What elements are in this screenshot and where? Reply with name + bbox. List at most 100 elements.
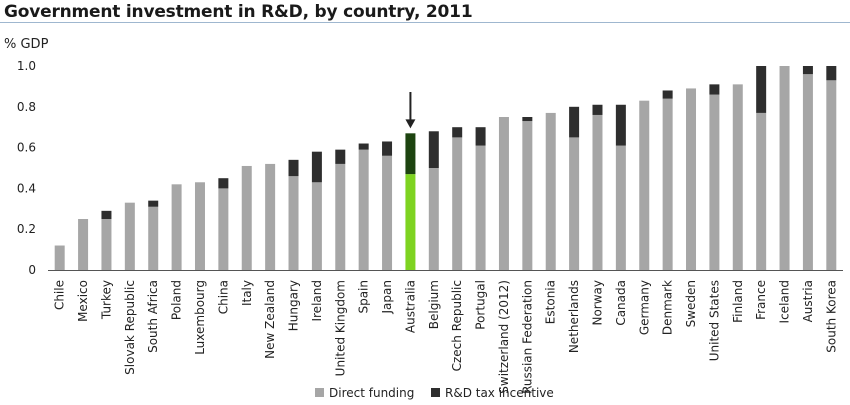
x-tick-label: Austria — [801, 280, 815, 322]
bar-turkey — [101, 210, 112, 270]
bar-segment-rd-tax-incentive — [475, 127, 486, 146]
bar-segment-direct-funding — [311, 182, 322, 270]
x-tick-label: Norway — [590, 280, 604, 326]
bar-australia — [405, 133, 416, 270]
x-tick-label: Sweden — [684, 280, 698, 327]
bar-segment-direct-funding — [686, 88, 697, 270]
x-tick-label: Iceland — [778, 280, 792, 323]
x-tick-label: Estonia — [544, 280, 558, 324]
bar-segment-direct-funding — [662, 98, 673, 270]
bar-segment-direct-funding — [265, 163, 276, 270]
bar-china — [218, 178, 229, 270]
bar-italy — [241, 165, 252, 270]
bar-sweden — [686, 88, 697, 270]
x-tick-label: Germany — [637, 280, 651, 335]
bar-segment-direct-funding — [545, 112, 556, 270]
bar-ireland — [311, 151, 322, 270]
x-tick-label: Italy — [240, 280, 254, 306]
bar-segment-direct-funding — [826, 80, 837, 270]
bar-segment-direct-funding — [779, 66, 790, 270]
x-tick-label: Mexico — [76, 280, 90, 322]
x-tick-label: Portugal — [474, 280, 488, 330]
bar-chile — [54, 245, 65, 270]
bar-segment-direct-funding — [78, 219, 89, 270]
bar-segment-direct-funding — [639, 100, 650, 271]
legend-label: R&D tax incentive — [445, 386, 554, 400]
bar-segment-rd-tax-incentive — [615, 104, 626, 146]
x-tick-label: Ireland — [310, 280, 324, 322]
x-tick-label: Japan — [380, 280, 394, 314]
y-tick-label: 1.0 — [17, 59, 36, 73]
y-tick-label: 0 — [28, 263, 36, 277]
x-tick-label: Spain — [357, 280, 371, 314]
bar-segment-rd-tax-incentive — [428, 131, 439, 168]
x-tick-label: Canada — [614, 280, 628, 326]
bar-segment-direct-funding — [194, 182, 205, 270]
legend: Direct funding R&D tax incentive — [315, 386, 554, 400]
bar-segment-direct-funding — [475, 145, 486, 270]
bar-segment-direct-funding — [732, 84, 743, 270]
bar-segment-direct-funding — [498, 117, 509, 270]
bar-segment-direct-funding — [756, 112, 767, 270]
highlight-marker — [405, 92, 416, 129]
bar-segment-direct-funding — [615, 145, 626, 270]
y-tick-label: 0.2 — [17, 222, 36, 236]
x-tick-label: Netherlands — [567, 280, 581, 353]
bar-segment-direct-funding — [428, 168, 439, 270]
x-tick-label: Switzerland (2012) — [497, 280, 511, 394]
y-axis-label: % GDP — [4, 37, 49, 52]
bar-segment-rd-tax-incentive — [311, 151, 322, 183]
x-axis: Chile Mexico Turkey Slovak Republic South Af… — [53, 280, 839, 394]
bar-finland — [732, 84, 743, 270]
bar-czech-republic — [452, 127, 463, 270]
bar-united-states — [709, 84, 720, 270]
bar-norway — [592, 104, 603, 271]
x-tick-label: Finland — [731, 280, 745, 323]
bar-segment-rd-tax-incentive — [709, 84, 720, 95]
x-tick-label: Chile — [53, 280, 67, 310]
bar-segment-rd-tax-incentive — [522, 117, 533, 122]
x-tick-label: Slovak Republic — [123, 280, 137, 375]
bar-portugal — [475, 127, 486, 270]
bar-spain — [358, 143, 369, 270]
bar-segment-direct-funding — [241, 165, 252, 270]
bar-segment-direct-funding — [54, 245, 65, 270]
bar-belgium — [428, 131, 439, 270]
bar-segment-direct-funding — [382, 155, 393, 270]
x-tick-label: Russian Federation — [520, 280, 534, 394]
bar-segment-rd-tax-incentive — [756, 66, 767, 113]
x-tick-label: Poland — [170, 280, 184, 320]
bar-segment-direct-funding — [405, 174, 416, 270]
bar-segment-rd-tax-incentive — [358, 143, 369, 150]
y-tick-label: 0.8 — [17, 100, 36, 114]
x-tick-label: South Korea — [824, 280, 838, 353]
bar-poland — [171, 184, 182, 270]
bar-segment-rd-tax-incentive — [335, 149, 346, 164]
legend-item-direct-funding: Direct funding — [315, 386, 414, 400]
x-tick-label: Belgium — [427, 280, 441, 329]
bar-segment-direct-funding — [569, 137, 580, 270]
x-tick-label: Hungary — [287, 280, 301, 331]
title-divider — [0, 22, 850, 23]
bar-iceland — [779, 66, 790, 270]
bar-switzerland-2012 — [498, 117, 509, 270]
bar-segment-direct-funding — [522, 121, 533, 270]
y-tick-label: 0.6 — [17, 141, 36, 155]
legend-item-r-d-tax-incentive: R&D tax incentive — [431, 386, 554, 400]
x-tick-label: Luxembourg — [193, 280, 207, 355]
y-axis: 0 0.2 0.4 0.6 0.8 1.0 — [17, 59, 843, 277]
bar-south-korea — [826, 66, 837, 270]
bar-canada — [615, 104, 626, 270]
bar-segment-direct-funding — [358, 149, 369, 270]
x-tick-label: New Zealand — [263, 280, 277, 359]
bar-segment-rd-tax-incentive — [452, 127, 463, 138]
bar-segment-direct-funding — [452, 137, 463, 270]
bar-denmark — [662, 90, 673, 270]
x-tick-label: South Africa — [146, 280, 160, 353]
x-tick-label: China — [216, 280, 230, 314]
x-tick-label: Denmark — [661, 280, 675, 335]
bar-segment-direct-funding — [171, 184, 182, 270]
bars — [54, 66, 837, 271]
x-tick-label: Australia — [403, 280, 417, 333]
